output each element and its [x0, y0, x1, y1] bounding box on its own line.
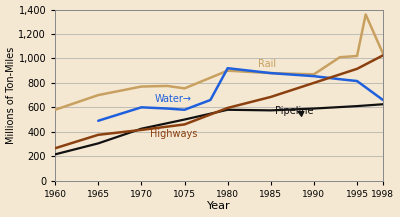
Text: Highways: Highways	[150, 129, 197, 139]
Text: Water→: Water→	[154, 94, 191, 104]
Y-axis label: Millions of Ton-Miles: Millions of Ton-Miles	[6, 46, 16, 144]
X-axis label: Year: Year	[207, 201, 231, 211]
Text: Pipeline: Pipeline	[275, 106, 314, 116]
Text: Rail: Rail	[258, 59, 276, 69]
